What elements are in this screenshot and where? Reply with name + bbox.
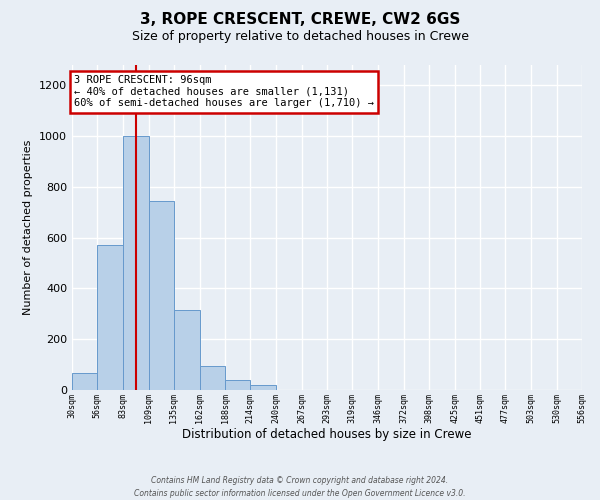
Bar [97,246,124,390]
Text: 3 ROPE CRESCENT: 96sqm
← 40% of detached houses are smaller (1,131)
60% of semi-: 3 ROPE CRESCENT: 96sqm ← 40% of detached… [74,75,374,108]
Text: 3, ROPE CRESCENT, CREWE, CW2 6GS: 3, ROPE CRESCENT, CREWE, CW2 6GS [140,12,460,28]
Text: Size of property relative to detached houses in Crewe: Size of property relative to detached ho… [131,30,469,43]
Y-axis label: Number of detached properties: Number of detached properties [23,140,34,315]
Bar [72,374,97,390]
Bar [174,310,200,390]
Bar [149,201,174,390]
Text: Contains HM Land Registry data © Crown copyright and database right 2024.
Contai: Contains HM Land Registry data © Crown c… [134,476,466,498]
X-axis label: Distribution of detached houses by size in Crewe: Distribution of detached houses by size … [182,428,472,442]
Bar [225,380,250,390]
Bar [250,385,275,390]
Bar [200,366,225,390]
Bar [124,136,149,390]
